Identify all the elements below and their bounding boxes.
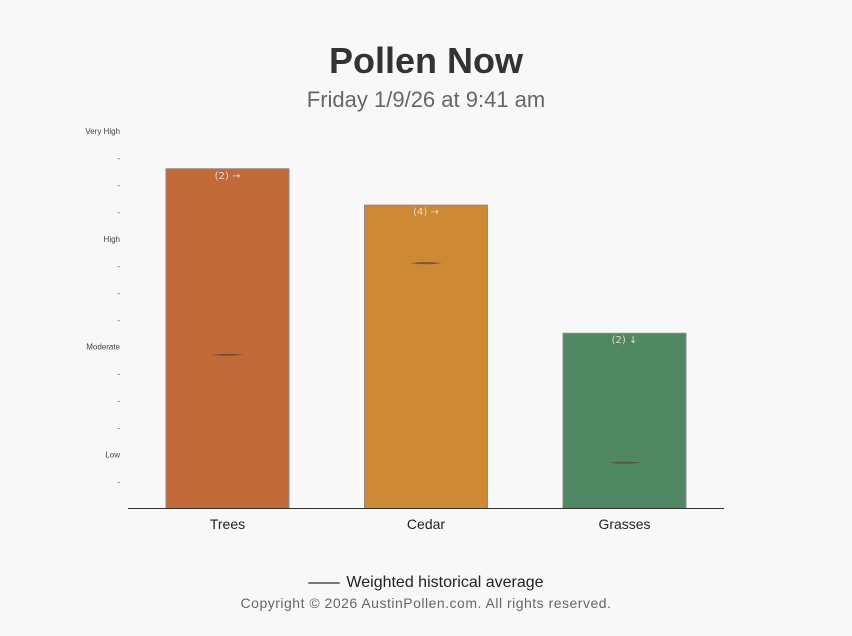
historical-average-mark xyxy=(410,262,442,265)
bar-value-label: (2) → xyxy=(215,171,241,182)
bar-value-label: (2) ↓ xyxy=(612,335,638,346)
legend-line-symbol xyxy=(308,581,341,584)
historical-average-marks xyxy=(211,262,641,464)
y-tick-label: - xyxy=(117,424,120,433)
bars xyxy=(165,168,687,509)
y-tick-label: - xyxy=(117,289,120,298)
y-axis-ticks: Very High - - - High - - - Moderate - - - Low - xyxy=(85,127,120,487)
x-axis-labels: Trees Cedar Grasses xyxy=(210,516,651,532)
y-tick-label: - xyxy=(117,397,120,406)
chart-title: Pollen Now xyxy=(328,40,523,81)
y-tick-label: - xyxy=(117,208,120,217)
x-category-label: Cedar xyxy=(407,516,445,532)
bar-labels: (2) → (4) → (2) ↓ xyxy=(215,171,638,346)
y-tick-label: - xyxy=(117,262,120,271)
chart-subtitle: Friday 1/9/26 at 9:41 am xyxy=(306,87,546,112)
historical-average-mark xyxy=(608,461,641,464)
y-tick-label: High xyxy=(104,235,120,244)
y-tick-label: Very High xyxy=(85,127,120,136)
bar-cedar xyxy=(364,204,488,509)
historical-average-mark xyxy=(211,353,244,356)
bar-value-label: (4) → xyxy=(413,207,439,218)
y-tick-label: - xyxy=(117,154,120,163)
x-category-label: Grasses xyxy=(598,516,650,532)
y-tick-label: - xyxy=(117,478,120,487)
bar-grasses xyxy=(562,332,687,509)
y-tick-label: Low xyxy=(105,451,120,460)
x-category-label: Trees xyxy=(210,516,245,532)
legend: Weighted historical average xyxy=(0,574,852,592)
y-tick-label: - xyxy=(117,370,120,379)
legend-label: Weighted historical average xyxy=(346,574,544,591)
copyright-text: Copyright © 2026 AustinPollen.com. All r… xyxy=(240,595,612,611)
bar-trees xyxy=(165,168,290,509)
y-tick-label: - xyxy=(117,181,120,190)
y-tick-label: Moderate xyxy=(86,343,120,352)
y-tick-label: - xyxy=(117,316,120,325)
